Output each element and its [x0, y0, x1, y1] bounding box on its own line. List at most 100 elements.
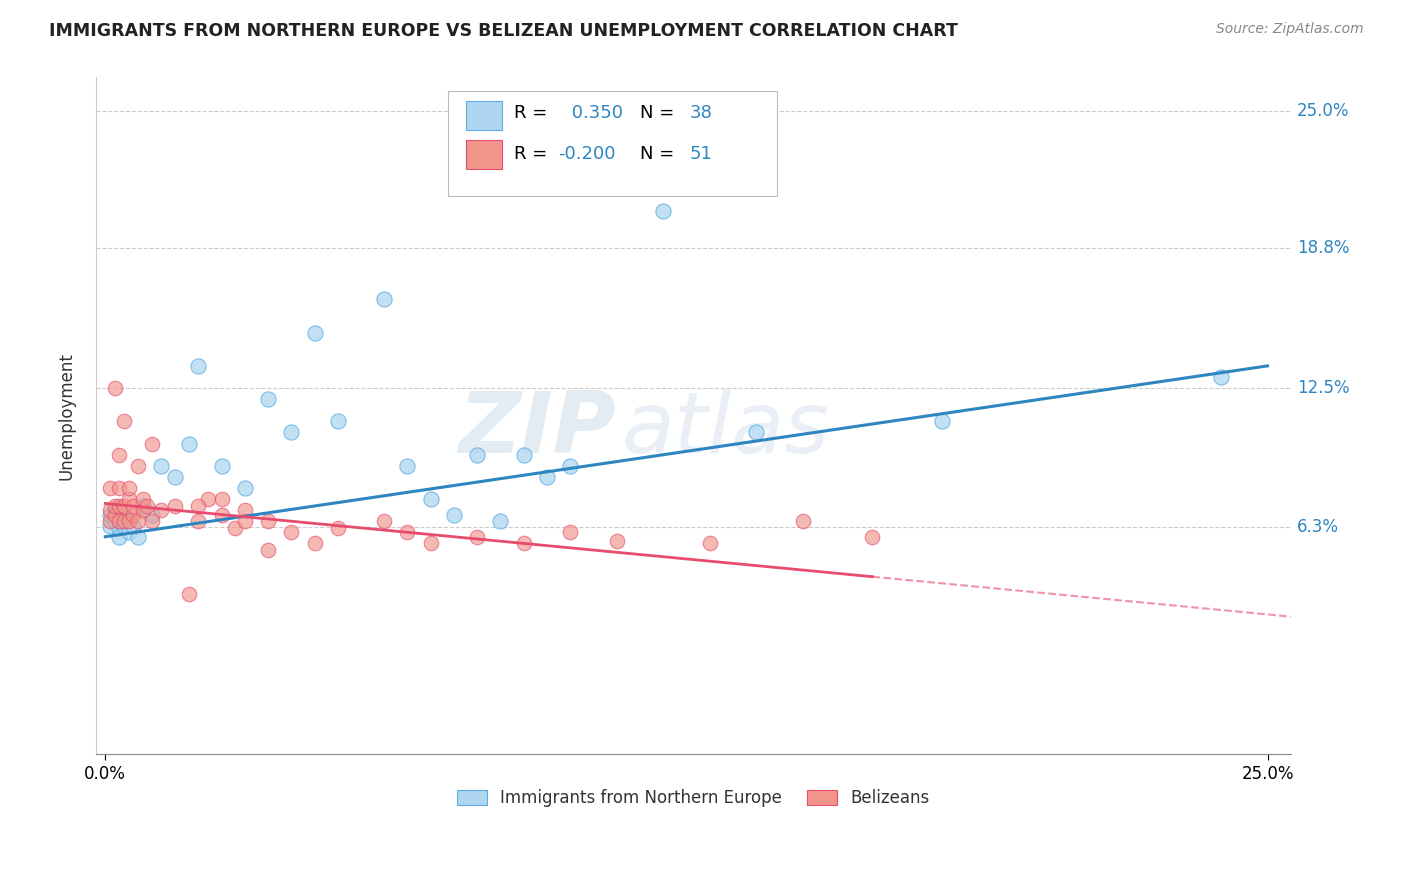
Point: [224, 521, 246, 535]
Point: [136, 499, 159, 513]
Point: [560, 458, 582, 473]
Point: [131, 499, 153, 513]
Point: [112, 499, 135, 513]
Point: [536, 470, 558, 484]
Point: [280, 425, 302, 440]
Text: 12.5%: 12.5%: [1296, 379, 1350, 397]
Point: [326, 414, 349, 428]
Text: atlas: atlas: [621, 388, 830, 471]
Point: [104, 499, 127, 513]
Text: N =: N =: [640, 145, 679, 163]
Text: R =: R =: [515, 104, 553, 122]
Point: [98, 503, 121, 517]
Point: [98, 508, 121, 522]
Text: 25.0%: 25.0%: [1296, 102, 1350, 120]
Point: [117, 491, 139, 506]
Text: 51: 51: [690, 145, 713, 163]
Point: [233, 503, 256, 517]
Point: [108, 514, 131, 528]
Point: [131, 503, 153, 517]
Point: [108, 521, 131, 535]
Point: [606, 534, 628, 549]
Point: [931, 414, 953, 428]
Y-axis label: Unemployment: Unemployment: [58, 351, 75, 480]
Point: [560, 525, 582, 540]
Point: [465, 448, 488, 462]
Point: [197, 491, 219, 506]
Point: [108, 481, 131, 495]
Point: [512, 536, 534, 550]
Point: [150, 503, 173, 517]
Point: [233, 514, 256, 528]
Text: 38: 38: [690, 104, 713, 122]
Point: [108, 499, 131, 513]
Point: [233, 481, 256, 495]
Point: [127, 530, 149, 544]
Point: [104, 381, 127, 395]
Point: [108, 514, 131, 528]
Point: [122, 508, 145, 522]
Point: [98, 518, 121, 533]
Point: [177, 436, 200, 450]
Point: [257, 514, 280, 528]
Point: [141, 436, 163, 450]
Point: [112, 514, 135, 528]
Point: [117, 514, 139, 528]
FancyBboxPatch shape: [467, 101, 502, 129]
Point: [108, 448, 131, 462]
Point: [187, 359, 209, 373]
Point: [104, 503, 127, 517]
Point: [1209, 370, 1232, 384]
Point: [211, 508, 233, 522]
Point: [443, 508, 465, 522]
Point: [127, 458, 149, 473]
Point: [304, 536, 326, 550]
Text: N =: N =: [640, 104, 679, 122]
Text: R =: R =: [515, 145, 553, 163]
Point: [326, 521, 349, 535]
Point: [652, 203, 675, 218]
Point: [141, 508, 163, 522]
Point: [163, 499, 186, 513]
Point: [699, 536, 721, 550]
Point: [104, 508, 127, 522]
Legend: Immigrants from Northern Europe, Belizeans: Immigrants from Northern Europe, Belizea…: [450, 782, 936, 814]
FancyBboxPatch shape: [467, 140, 502, 169]
Point: [112, 508, 135, 522]
Point: [98, 514, 121, 528]
Point: [512, 448, 534, 462]
FancyBboxPatch shape: [449, 91, 778, 196]
Point: [280, 525, 302, 540]
Point: [211, 491, 233, 506]
Point: [104, 514, 127, 528]
Point: [396, 458, 419, 473]
Point: [177, 587, 200, 601]
Point: [150, 458, 173, 473]
Point: [792, 514, 814, 528]
Text: ZIP: ZIP: [458, 388, 616, 471]
Point: [745, 425, 768, 440]
Point: [860, 530, 883, 544]
Text: 6.3%: 6.3%: [1296, 517, 1339, 536]
Point: [98, 481, 121, 495]
Point: [211, 458, 233, 473]
Point: [112, 414, 135, 428]
Point: [396, 525, 419, 540]
Point: [419, 491, 441, 506]
Point: [163, 470, 186, 484]
Point: [373, 293, 395, 307]
Point: [257, 392, 280, 407]
Point: [187, 514, 209, 528]
Point: [419, 536, 441, 550]
Point: [465, 530, 488, 544]
Point: [122, 518, 145, 533]
Point: [127, 514, 149, 528]
Point: [108, 530, 131, 544]
Point: [131, 491, 153, 506]
Text: -0.200: -0.200: [558, 145, 616, 163]
Text: IMMIGRANTS FROM NORTHERN EUROPE VS BELIZEAN UNEMPLOYMENT CORRELATION CHART: IMMIGRANTS FROM NORTHERN EUROPE VS BELIZ…: [49, 22, 957, 40]
Point: [373, 514, 395, 528]
Point: [117, 525, 139, 540]
Point: [141, 514, 163, 528]
Point: [489, 514, 512, 528]
